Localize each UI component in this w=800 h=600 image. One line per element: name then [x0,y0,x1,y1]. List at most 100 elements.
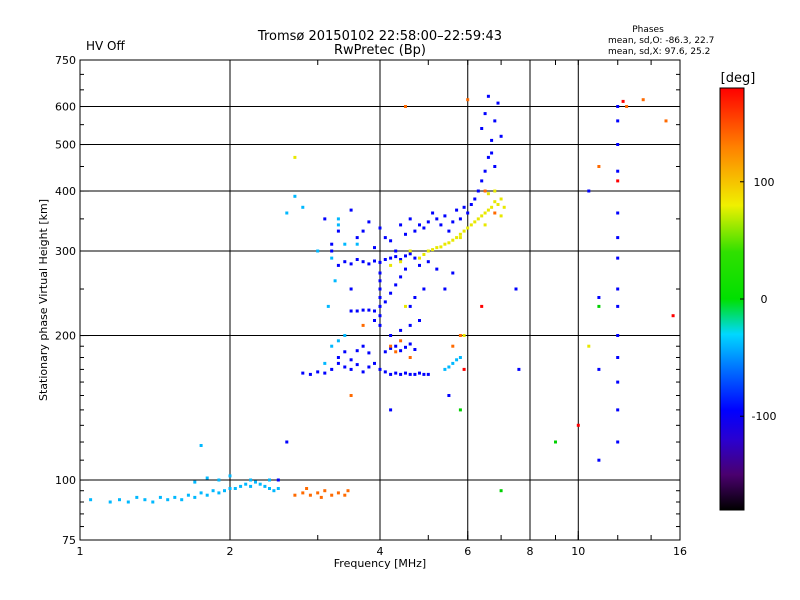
y-tick-label: 600 [55,101,76,114]
data-point [616,105,620,108]
data-point [476,217,480,221]
colorbar-title: [deg] [721,71,756,86]
data-point [404,232,407,236]
data-point [455,236,459,240]
data-point [451,238,455,242]
data-point [408,252,412,256]
data-point [455,208,459,212]
data-point [330,242,334,246]
data-point [173,495,177,499]
data-point [199,444,203,447]
x-axis-label: Frequency [MHz] [334,557,426,570]
data-point [466,98,470,102]
data-point [458,217,462,221]
data-point [373,319,376,322]
data-point [394,255,398,259]
data-point [426,220,430,224]
data-point [268,478,271,482]
x-tick-label: 1 [77,545,84,558]
data-point [443,367,447,371]
data-point [455,358,459,362]
data-point [166,498,170,502]
data-point [143,498,147,502]
data-point [486,155,490,159]
data-point [462,367,466,371]
data-point [490,205,494,209]
data-point [228,474,232,478]
data-point [408,356,412,359]
phases-heading: Phases [632,25,664,35]
data-point [330,249,334,253]
data-point [597,458,601,462]
data-point [378,226,382,230]
data-point [211,489,215,493]
data-point [135,495,139,499]
data-point [346,489,350,493]
data-point [118,498,121,502]
data-point [451,361,455,365]
data-point [597,296,601,299]
data-point [249,484,253,488]
data-point [336,491,340,495]
data-point [276,478,280,482]
data-point [263,484,267,488]
data-point [301,205,305,209]
data-point [499,489,503,493]
data-point [426,260,430,264]
data-point [399,339,403,343]
data-point [587,189,591,193]
data-point [458,236,462,240]
data-point [378,323,382,327]
data-point [361,308,365,312]
data-point [451,271,455,275]
data-point [336,356,340,359]
data-point [343,242,347,246]
colorbar-tick-label: -100 [752,410,777,423]
data-point [355,242,359,246]
data-point [439,223,443,227]
data-point [389,344,393,348]
data-point [493,200,497,204]
data-point [418,256,421,260]
data-point [399,349,403,353]
data-point [404,105,407,108]
data-point [367,262,371,266]
data-point [343,334,347,337]
data-point [483,223,487,227]
data-point [616,408,620,412]
data-point [496,203,500,206]
data-point [462,334,466,337]
data-point [404,371,407,375]
data-point [664,119,668,123]
axes: 1 2 4 6 8 10 16 75 100 200 300 400 500 600 750 [55,54,687,558]
data-point [404,254,407,258]
data-point [373,246,376,250]
data-point [404,267,407,271]
phases-line-x: mean, sd,X: 97.6, 25.2 [608,47,710,57]
data-point [476,189,480,193]
data-point [151,500,155,504]
data-point [258,482,262,486]
data-point [462,229,466,233]
data-point [621,99,625,103]
data-point [383,236,387,240]
data-point [641,98,645,102]
data-point [383,350,387,354]
data-point [367,351,371,355]
data-point [285,440,289,444]
data-point [399,223,403,227]
chart-subtitle: RwPretec (Bp) [334,43,426,58]
data-point [418,223,421,227]
data-point [408,217,412,221]
data-point [308,372,312,376]
data-point [343,365,347,369]
y-tick-label: 300 [55,245,76,258]
data-point [378,271,382,275]
x-tick-label: 16 [673,545,687,558]
data-point [349,262,353,266]
data-point [480,127,484,130]
data-point [413,229,417,233]
data-point [367,308,371,312]
data-point [126,500,130,504]
data-point [361,229,365,233]
